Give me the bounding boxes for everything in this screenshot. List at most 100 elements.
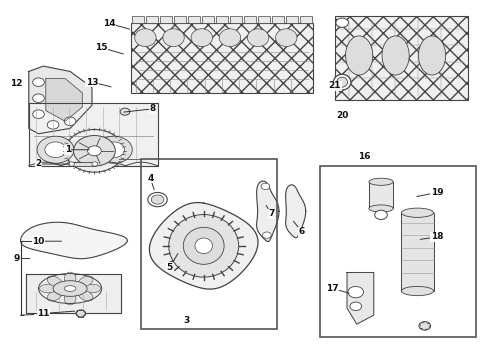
Polygon shape (286, 185, 306, 238)
Ellipse shape (163, 29, 184, 46)
Bar (272, 15, 284, 23)
Ellipse shape (78, 276, 93, 287)
Ellipse shape (350, 302, 362, 311)
Ellipse shape (401, 287, 434, 296)
Text: 18: 18 (431, 233, 443, 242)
Ellipse shape (78, 290, 93, 301)
Bar (141, 159, 276, 329)
Ellipse shape (263, 232, 271, 238)
Text: 1: 1 (65, 145, 71, 154)
Bar (244, 15, 256, 23)
Ellipse shape (47, 121, 59, 129)
Bar (160, 15, 172, 23)
Polygon shape (29, 103, 158, 166)
Ellipse shape (369, 178, 393, 185)
Text: 12: 12 (10, 80, 23, 89)
Ellipse shape (65, 130, 123, 172)
Text: 13: 13 (86, 78, 98, 87)
Ellipse shape (247, 29, 269, 46)
Bar (258, 15, 270, 23)
Ellipse shape (382, 36, 409, 75)
Polygon shape (46, 78, 82, 121)
Ellipse shape (401, 208, 434, 217)
Polygon shape (347, 273, 374, 324)
Bar (335, 16, 468, 100)
Polygon shape (257, 181, 279, 242)
Ellipse shape (120, 108, 130, 115)
Ellipse shape (275, 29, 297, 46)
Ellipse shape (151, 195, 164, 204)
Text: 6: 6 (299, 227, 305, 236)
Ellipse shape (419, 321, 431, 330)
Polygon shape (21, 222, 127, 259)
Text: 17: 17 (326, 284, 339, 293)
Ellipse shape (135, 29, 156, 46)
Polygon shape (29, 66, 92, 134)
Ellipse shape (191, 29, 213, 46)
Ellipse shape (40, 284, 57, 293)
Bar (300, 15, 312, 23)
Ellipse shape (64, 272, 76, 285)
Ellipse shape (418, 36, 445, 75)
Bar (369, 182, 393, 208)
Bar (146, 15, 158, 23)
Ellipse shape (83, 284, 101, 293)
Ellipse shape (169, 215, 239, 277)
Ellipse shape (88, 146, 101, 156)
Bar (72, 162, 95, 166)
Ellipse shape (76, 310, 86, 317)
Bar (286, 15, 298, 23)
Bar (401, 213, 434, 291)
Ellipse shape (333, 74, 351, 90)
Ellipse shape (64, 292, 76, 305)
Bar (174, 15, 186, 23)
Text: 21: 21 (329, 81, 341, 90)
Text: 15: 15 (96, 43, 108, 52)
Bar (216, 15, 228, 23)
Ellipse shape (92, 162, 98, 166)
Ellipse shape (336, 18, 348, 27)
Ellipse shape (345, 36, 373, 75)
Ellipse shape (219, 29, 241, 46)
Ellipse shape (45, 142, 66, 158)
Text: 5: 5 (167, 263, 173, 272)
Ellipse shape (69, 162, 74, 166)
Text: 8: 8 (149, 104, 156, 113)
Ellipse shape (195, 238, 213, 254)
Text: 16: 16 (358, 152, 370, 161)
Ellipse shape (337, 77, 347, 87)
Text: 2: 2 (35, 159, 42, 168)
Text: 7: 7 (269, 209, 275, 218)
Text: 11: 11 (37, 309, 49, 318)
Ellipse shape (375, 210, 388, 220)
Ellipse shape (33, 78, 45, 86)
Ellipse shape (369, 205, 393, 212)
Ellipse shape (261, 183, 270, 190)
Ellipse shape (33, 94, 45, 103)
Ellipse shape (74, 135, 115, 166)
Ellipse shape (47, 290, 62, 301)
Text: 4: 4 (147, 174, 153, 183)
Ellipse shape (33, 110, 45, 118)
Ellipse shape (183, 227, 224, 264)
Bar (230, 15, 242, 23)
Ellipse shape (47, 276, 62, 287)
Ellipse shape (53, 281, 87, 296)
Text: 9: 9 (13, 254, 20, 263)
Ellipse shape (348, 287, 364, 298)
Ellipse shape (96, 136, 132, 163)
Text: 14: 14 (102, 19, 115, 28)
Text: 19: 19 (431, 188, 443, 197)
Bar (320, 166, 476, 337)
Bar (202, 15, 214, 23)
Bar (131, 23, 313, 93)
Text: 3: 3 (184, 316, 190, 325)
Polygon shape (26, 274, 121, 313)
Ellipse shape (103, 142, 124, 158)
Text: 20: 20 (336, 112, 348, 121)
Ellipse shape (148, 193, 167, 207)
Bar (188, 15, 200, 23)
Text: 10: 10 (32, 237, 45, 246)
Ellipse shape (64, 286, 76, 291)
Ellipse shape (64, 117, 76, 126)
